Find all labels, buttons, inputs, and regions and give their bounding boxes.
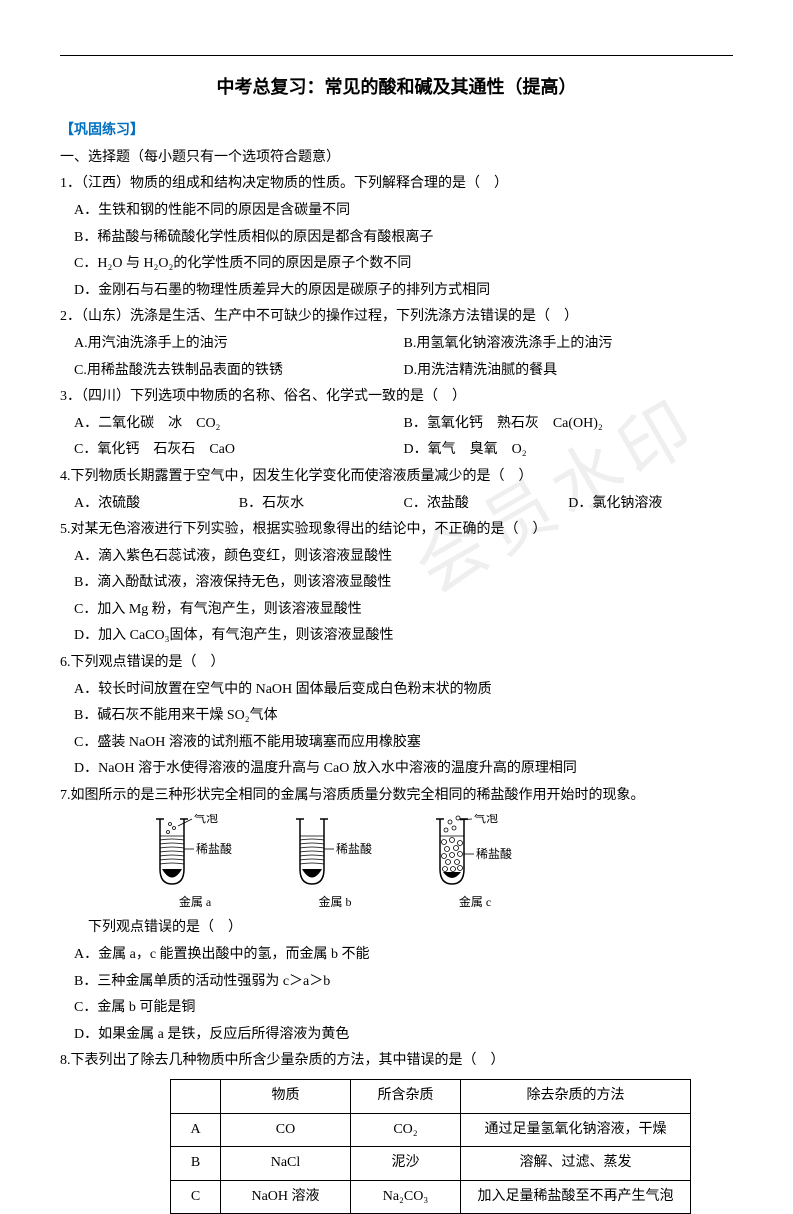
- tube-a-bubble-label: 气泡: [194, 814, 218, 825]
- q5-opt-d: D．加入 CaCO₃固体，有气泡产生，则该溶液显酸性: [60, 623, 733, 650]
- q7-opt-b: B．三种金属单质的活动性强弱为 c＞a＞b: [60, 969, 733, 996]
- q5-opt-a: A．滴入紫色石蕊试液，颜色变红，则该溶液显酸性: [60, 544, 733, 571]
- tube-a-acid-label: 稀盐酸: [196, 841, 232, 856]
- section-label: 【巩固练习】: [60, 118, 733, 145]
- q7-stem: 7.如图所示的是三种形状完全相同的金属与溶质质量分数完全相同的稀盐酸作用开始时的…: [60, 783, 733, 810]
- q6-opt-b: B．碱石灰不能用来干燥 SO₂气体: [60, 703, 733, 730]
- q2-opt-c: C.用稀盐酸洗去铁制品表面的铁锈: [74, 358, 404, 385]
- tube-c: 气泡 稀盐酸 金属 c: [430, 814, 520, 914]
- tube-b-label: 金属 b: [318, 891, 351, 914]
- q8-r1c2: 泥沙: [351, 1147, 461, 1181]
- tube-c-label: 金属 c: [459, 891, 491, 914]
- q3-row1: A．二氧化碳 冰 CO₂ B．氢氧化钙 熟石灰 Ca(OH)₂: [60, 411, 733, 438]
- q8-table: 物质 所含杂质 除去杂质的方法 A CO CO₂ 通过足量氢氧化钠溶液，干燥 B…: [170, 1079, 691, 1214]
- header-rule: [60, 55, 733, 56]
- q4-opt-a: A．浓硫酸: [74, 491, 239, 518]
- q1-opt-a: A．生铁和钢的性能不同的原因是含碳量不同: [60, 198, 733, 225]
- tube-a-label: 金属 a: [179, 891, 211, 914]
- tube-c-acid-label: 稀盐酸: [476, 846, 512, 861]
- q8-r0c0: A: [171, 1113, 221, 1147]
- q1-opt-b: B．稀盐酸与稀硫酸化学性质相似的原因是都含有酸根离子: [60, 225, 733, 252]
- q8-r1c3: 溶解、过滤、蒸发: [461, 1147, 691, 1181]
- q5-opt-b: B．滴入酚酞试液，溶液保持无色，则该溶液显酸性: [60, 570, 733, 597]
- q8-r0c3: 通过足量氢氧化钠溶液，干燥: [461, 1113, 691, 1147]
- table-row: A CO CO₂ 通过足量氢氧化钠溶液，干燥: [171, 1113, 691, 1147]
- q7-opt-d: D．如果金属 a 是铁，反应后所得溶液为黄色: [60, 1022, 733, 1049]
- tube-a-svg: 气泡 稀盐酸: [150, 814, 240, 889]
- q6-stem: 6.下列观点错误的是（ ）: [60, 650, 733, 677]
- q6-opt-d: D．NaOH 溶于水使得溶液的温度升高与 CaO 放入水中溶液的温度升高的原理相…: [60, 756, 733, 783]
- q2-stem: 2．（山东）洗涤是生活、生产中不可缺少的操作过程，下列洗涤方法错误的是（ ）: [60, 304, 733, 331]
- q2-row2: C.用稀盐酸洗去铁制品表面的铁锈 D.用洗洁精洗油腻的餐具: [60, 358, 733, 385]
- q6-opt-c: C．盛装 NaOH 溶液的试剂瓶不能用玻璃塞而应用橡胶塞: [60, 730, 733, 757]
- q8-r2c3: 加入足量稀盐酸至不再产生气泡: [461, 1180, 691, 1214]
- q7-opt-a: A．金属 a，c 能置换出酸中的氢，而金属 b 不能: [60, 942, 733, 969]
- q8-r0c2: CO₂: [351, 1113, 461, 1147]
- tube-b: 稀盐酸 金属 b: [290, 814, 380, 914]
- table-row: B NaCl 泥沙 溶解、过滤、蒸发: [171, 1147, 691, 1181]
- q2-opt-a: A.用汽油洗涤手上的油污: [74, 331, 404, 358]
- q6-opt-a: A．较长时间放置在空气中的 NaOH 固体最后变成白色粉末状的物质: [60, 677, 733, 704]
- table-row: C NaOH 溶液 Na₂CO₃ 加入足量稀盐酸至不再产生气泡: [171, 1180, 691, 1214]
- q8-h1: 物质: [221, 1079, 351, 1113]
- q8-h0: [171, 1079, 221, 1113]
- q3-opt-c: C．氧化钙 石灰石 CaO: [74, 437, 404, 464]
- tube-c-svg: 气泡 稀盐酸: [430, 814, 520, 889]
- q5-opt-c: C．加入 Mg 粉，有气泡产生，则该溶液显酸性: [60, 597, 733, 624]
- table-row: 物质 所含杂质 除去杂质的方法: [171, 1079, 691, 1113]
- tube-b-svg: 稀盐酸: [290, 814, 380, 889]
- q3-opt-b: B．氢氧化钙 熟石灰 Ca(OH)₂: [404, 411, 734, 438]
- q8-r2c1: NaOH 溶液: [221, 1180, 351, 1214]
- q3-row2: C．氧化钙 石灰石 CaO D．氧气 臭氧 O₂: [60, 437, 733, 464]
- q8-h2: 所含杂质: [351, 1079, 461, 1113]
- q8-h3: 除去杂质的方法: [461, 1079, 691, 1113]
- q5-stem: 5.对某无色溶液进行下列实验，根据实验现象得出的结论中，不正确的是（ ）: [60, 517, 733, 544]
- heading-choice: 一、选择题（每小题只有一个选项符合题意）: [60, 145, 733, 172]
- q4-opt-d: D．氯化钠溶液: [568, 491, 733, 518]
- tube-c-bubble-label: 气泡: [474, 814, 498, 825]
- q1-opt-c: C．H₂O 与 H₂O₂的化学性质不同的原因是原子个数不同: [60, 251, 733, 278]
- q1-opt-d: D．金刚石与石墨的物理性质差异大的原因是碳原子的排列方式相同: [60, 278, 733, 305]
- q7-figure: 气泡 稀盐酸 金属 a 稀盐酸 金属 b: [60, 814, 733, 914]
- q2-row1: A.用汽油洗涤手上的油污 B.用氢氧化钠溶液洗涤手上的油污: [60, 331, 733, 358]
- tube-b-acid-label: 稀盐酸: [336, 841, 372, 856]
- q7-substem: 下列观点错误的是（ ）: [60, 915, 733, 942]
- q3-opt-d: D．氧气 臭氧 O₂: [404, 437, 734, 464]
- q8-r1c0: B: [171, 1147, 221, 1181]
- q7-opt-c: C．金属 b 可能是铜: [60, 995, 733, 1022]
- q2-opt-b: B.用氢氧化钠溶液洗涤手上的油污: [404, 331, 734, 358]
- q3-opt-a: A．二氧化碳 冰 CO₂: [74, 411, 404, 438]
- q8-r0c1: CO: [221, 1113, 351, 1147]
- q1-stem: 1．（江西）物质的组成和结构决定物质的性质。下列解释合理的是（ ）: [60, 171, 733, 198]
- q8-r2c0: C: [171, 1180, 221, 1214]
- q4-row: A．浓硫酸 B．石灰水 C．浓盐酸 D．氯化钠溶液: [60, 491, 733, 518]
- q8-r1c1: NaCl: [221, 1147, 351, 1181]
- q4-opt-b: B．石灰水: [239, 491, 404, 518]
- q8-stem: 8.下表列出了除去几种物质中所含少量杂质的方法，其中错误的是（ ）: [60, 1048, 733, 1075]
- q3-stem: 3．（四川）下列选项中物质的名称、俗名、化学式一致的是（ ）: [60, 384, 733, 411]
- tube-a: 气泡 稀盐酸 金属 a: [150, 814, 240, 914]
- q8-r2c2: Na₂CO₃: [351, 1180, 461, 1214]
- q4-opt-c: C．浓盐酸: [404, 491, 569, 518]
- page-title: 中考总复习：常见的酸和碱及其通性（提高）: [60, 70, 733, 104]
- q2-opt-d: D.用洗洁精洗油腻的餐具: [404, 358, 734, 385]
- q4-stem: 4.下列物质长期露置于空气中，因发生化学变化而使溶液质量减少的是（ ）: [60, 464, 733, 491]
